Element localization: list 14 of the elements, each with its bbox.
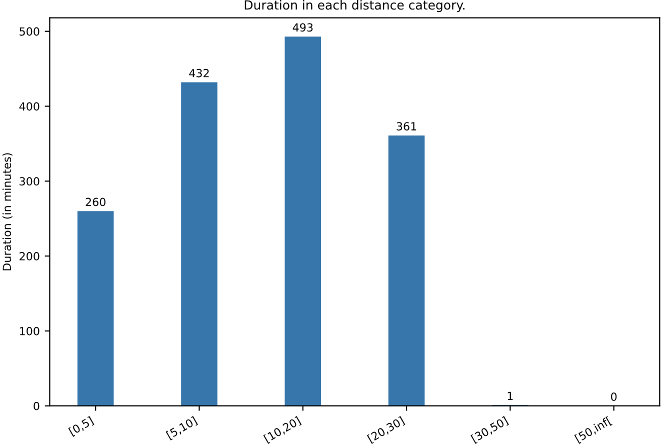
chart-title: Duration in each distance category. [244, 0, 464, 12]
y-tick-label: 100 [20, 326, 40, 336]
data-label: 1 [508, 392, 513, 400]
y-tick-label: 0 [34, 402, 40, 410]
y-tick-label: 500 [20, 27, 40, 36]
data-label: 0 [611, 392, 617, 401]
y-axis-title: Duration (in minutes) [2, 153, 12, 270]
data-label: 493 [292, 23, 313, 32]
y-tick-label: 400 [19, 102, 40, 111]
data-label: 260 [86, 198, 106, 206]
y-tick-label: 300 [20, 177, 40, 186]
y-tick-label: 200 [20, 252, 40, 260]
data-label: 432 [189, 68, 209, 78]
data-label: 361 [396, 122, 416, 131]
